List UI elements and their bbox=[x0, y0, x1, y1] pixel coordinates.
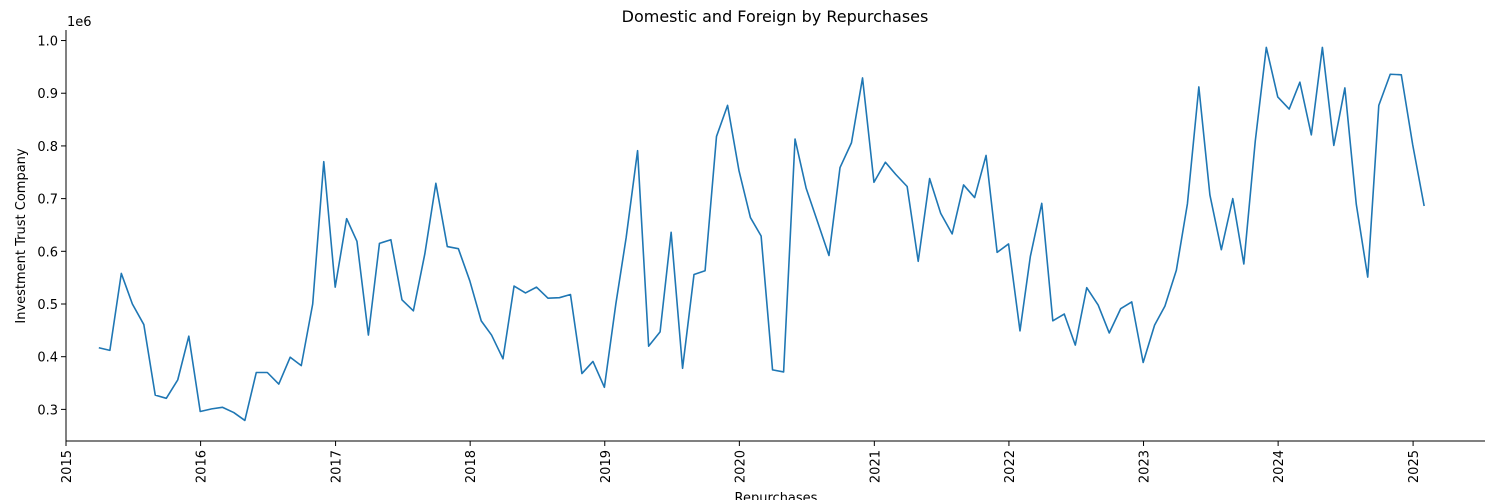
y-multiplier-label: 1e6 bbox=[67, 15, 92, 30]
x-tick-label: 2025 bbox=[1407, 450, 1422, 483]
y-axis-ticks: 0.3 0.4 0.5 0.6 0.7 0.8 0.9 1.0 bbox=[37, 35, 66, 418]
y-tick-label: 0.4 bbox=[37, 351, 58, 366]
x-tick-label: 2023 bbox=[1138, 450, 1153, 483]
x-tick-label: 2021 bbox=[868, 450, 883, 483]
y-tick-label: 0.7 bbox=[37, 193, 58, 208]
y-tick-label: 0.5 bbox=[37, 298, 58, 313]
y-tick-label: 0.3 bbox=[37, 403, 58, 418]
x-tick-label: 2015 bbox=[60, 450, 75, 483]
x-tick-label: 2017 bbox=[330, 450, 345, 483]
y-axis-label: Investment Trust Company bbox=[14, 148, 29, 324]
y-tick-label: 0.6 bbox=[37, 245, 58, 260]
y-tick-label: 0.9 bbox=[37, 87, 58, 102]
series-line bbox=[98, 46, 1425, 422]
y-tick-label: 0.8 bbox=[37, 140, 58, 155]
y-tick-label: 1.0 bbox=[37, 35, 58, 50]
x-tick-label: 2020 bbox=[733, 450, 748, 483]
x-tick-label: 2024 bbox=[1272, 450, 1287, 483]
x-axis-label: Repurchases bbox=[735, 491, 818, 500]
x-tick-label: 2019 bbox=[599, 450, 614, 483]
x-axis-ticks: 2015 2016 2017 2018 2019 2020 2021 2022 2023 2024… bbox=[60, 441, 1422, 483]
x-tick-label: 2016 bbox=[195, 450, 210, 483]
chart-title: Domestic and Foreign by Repurchases bbox=[622, 7, 929, 26]
x-tick-label: 2018 bbox=[464, 450, 479, 483]
x-tick-label: 2022 bbox=[1003, 450, 1018, 483]
